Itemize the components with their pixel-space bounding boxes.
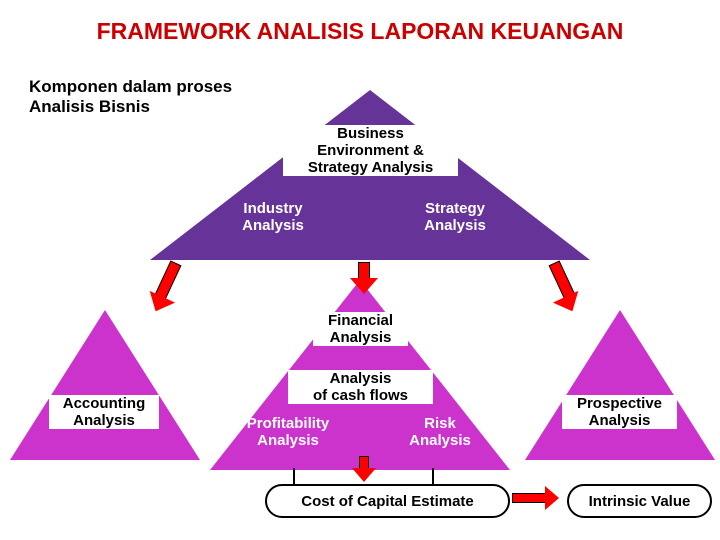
top-triangle-main-label: Business Environment & Strategy Analysis: [283, 125, 458, 176]
connector-right: [432, 468, 434, 484]
page-title: FRAMEWORK ANALISIS LAPORAN KEUANGAN: [40, 18, 680, 45]
triangle-left: [10, 310, 200, 460]
triangle-right: [525, 310, 715, 460]
center-triangle-main-label: Financial Analysis: [313, 312, 408, 346]
connector-left: [293, 468, 295, 484]
cost-box-label: Cost of Capital Estimate: [301, 493, 474, 510]
intrinsic-box-label: Intrinsic Value: [589, 493, 691, 510]
top-triangle-sub-right: Strategy Analysis: [400, 200, 510, 234]
left-triangle-label: Accounting Analysis: [49, 395, 159, 429]
top-triangle-sub-left: Industry Analysis: [218, 200, 328, 234]
intrinsic-box: Intrinsic Value: [567, 484, 712, 518]
center-triangle-sub-left: Profitability Analysis: [228, 415, 348, 449]
cost-box: Cost of Capital Estimate: [265, 484, 510, 518]
center-triangle-sub-right: Risk Analysis: [390, 415, 490, 449]
right-triangle-label: Prospective Analysis: [562, 395, 677, 429]
center-triangle-sub-top: Analysis of cash flows: [288, 370, 433, 404]
